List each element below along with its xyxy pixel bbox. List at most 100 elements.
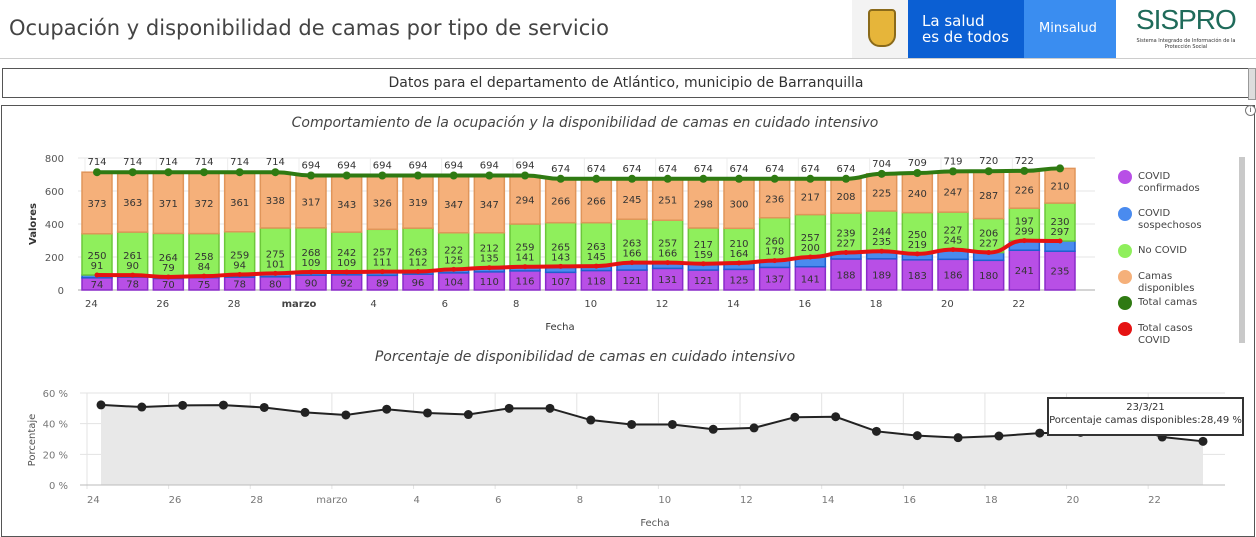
data-label: 245 [943, 236, 962, 247]
x-tick-label: 10 [658, 495, 671, 506]
data-label: 166 [658, 249, 677, 260]
bar-camas-disponibles [758, 178, 791, 219]
y-tick-label: 60 % [43, 389, 68, 400]
data-label: 235 [1050, 267, 1069, 278]
location-text: Datos para el departamento de Atlántico,… [388, 75, 864, 91]
data-label: 227 [979, 239, 998, 250]
point-total-camas [128, 168, 137, 177]
logo-text: La salud [922, 12, 985, 30]
data-label: 240 [908, 189, 927, 200]
x-tick-label: 4 [414, 495, 420, 506]
data-label: 230 [1050, 217, 1069, 228]
point-total-casos-covid [558, 263, 564, 269]
legend-label: Camas disponibles [1138, 271, 1195, 294]
data-label: 143 [551, 252, 570, 263]
data-label: 84 [198, 262, 211, 273]
point-total-casos-covid [165, 274, 171, 280]
bar-camas-disponibles [330, 174, 363, 233]
point-total-camas [235, 168, 244, 177]
data-label: 674 [622, 164, 641, 175]
point-total-camas [949, 167, 957, 176]
point-total-casos-covid [914, 251, 920, 257]
point-total-casos-covid [1021, 238, 1027, 244]
point-total-camas [842, 174, 850, 183]
sispro-logo[interactable]: SISPRO Sistema Integrado de Información … [1116, 0, 1256, 58]
point-total-camas [342, 171, 351, 180]
data-label: 116 [515, 276, 534, 287]
data-label: 361 [230, 198, 249, 209]
point-total-casos-covid [772, 258, 778, 264]
legend-scrollbar[interactable] [1239, 157, 1245, 343]
tooltip-value: Porcentaje camas disponibles:28,49 % [1049, 415, 1242, 426]
data-label: 212 [480, 244, 499, 255]
point-total-camas [521, 171, 529, 180]
x-tick-label: 24 [85, 299, 98, 310]
point-total-casos-covid [522, 264, 528, 270]
data-label: 297 [1050, 227, 1069, 238]
data-label: 145 [587, 252, 606, 263]
data-label: 719 [943, 156, 962, 167]
logo-subtext: Sistema Integrado de Información de la P… [1136, 38, 1236, 50]
bar-camas-disponibles [402, 174, 434, 229]
x-axis-label: Fecha [640, 518, 669, 529]
data-label: 347 [480, 200, 499, 211]
minsalud-logo[interactable]: Minsalud [1024, 0, 1116, 58]
bar-camas-disponibles [544, 178, 577, 224]
bar-camas-disponibles [152, 171, 185, 235]
data-label: 94 [233, 260, 246, 271]
data-label: 363 [123, 198, 142, 209]
point-total-camas [556, 174, 565, 183]
bar-camas-disponibles [723, 178, 755, 230]
data-label: 91 [91, 261, 104, 272]
bar-covid-confirmados [865, 258, 898, 291]
data-label: 164 [729, 249, 748, 260]
x-tick-label: 6 [442, 299, 448, 310]
point-porcentaje [1198, 436, 1208, 446]
bar-no-covid [1044, 202, 1076, 242]
bar-camas-disponibles [972, 170, 1005, 220]
data-label: 159 [694, 250, 713, 261]
x-tick-label: 20 [1067, 495, 1080, 506]
data-label: 89 [376, 279, 389, 290]
point-total-camas [93, 168, 101, 177]
data-label: 317 [301, 198, 320, 209]
point-porcentaje [627, 419, 637, 429]
data-label: 299 [1015, 227, 1034, 238]
point-total-casos-covid [736, 260, 742, 266]
bar-no-covid [937, 211, 969, 251]
point-total-casos-covid [272, 270, 278, 276]
data-label: 261 [123, 251, 142, 262]
bar-covid-confirmados [901, 259, 934, 291]
data-label: 259 [230, 250, 249, 261]
x-tick-label: 14 [822, 495, 835, 506]
data-label: 343 [337, 200, 356, 211]
point-total-casos-covid [629, 260, 635, 266]
la-salud-logo[interactable]: La salud es de todos [908, 0, 1024, 58]
bar-camas-disponibles [616, 178, 648, 220]
tooltip: 23/3/21 Porcentaje camas disponibles:28,… [1047, 397, 1244, 436]
data-label: 326 [373, 198, 392, 209]
data-label: 257 [373, 248, 392, 259]
y-axis-label: Valores [28, 203, 39, 245]
data-label: 674 [801, 164, 820, 175]
data-label: 101 [266, 259, 285, 270]
shield-icon [868, 9, 896, 47]
data-label: 166 [622, 249, 641, 260]
data-label: 264 [159, 253, 178, 264]
bar-no-covid [651, 219, 684, 264]
data-label: 107 [551, 277, 570, 288]
data-label: 300 [729, 200, 748, 211]
data-label: 260 [765, 237, 784, 248]
data-label: 80 [269, 279, 282, 290]
data-label: 121 [694, 276, 713, 287]
x-tick-label: marzo [282, 299, 317, 310]
x-tick-label: 12 [740, 495, 753, 506]
x-tick-label: 22 [1148, 495, 1161, 506]
data-label: 178 [765, 247, 784, 258]
data-label: 263 [587, 242, 606, 253]
data-label: 118 [587, 276, 606, 287]
point-porcentaje [953, 433, 963, 443]
bar-camas-disponibles [580, 178, 613, 224]
logo-text: SISPRO [1136, 4, 1237, 35]
data-label: 210 [729, 239, 748, 250]
